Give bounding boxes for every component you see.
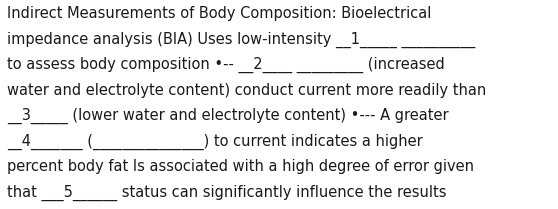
Text: percent body fat Is associated with a high degree of error given: percent body fat Is associated with a hi… [7, 159, 474, 174]
Text: Indirect Measurements of Body Composition: Bioelectrical: Indirect Measurements of Body Compositio… [7, 6, 431, 21]
Text: __3_____ (lower water and electrolyte content) •--- A greater: __3_____ (lower water and electrolyte co… [7, 108, 448, 125]
Text: water and electrolyte content) conduct current more readily than: water and electrolyte content) conduct c… [7, 83, 486, 98]
Text: that ___5______ status can significantly influence the results: that ___5______ status can significantly… [7, 185, 446, 201]
Text: to assess body composition •-- __2____ _________ (increased: to assess body composition •-- __2____ _… [7, 57, 444, 74]
Text: impedance analysis (BIA) Uses low-intensity __1_____ __________: impedance analysis (BIA) Uses low-intens… [7, 32, 475, 48]
Text: __4_______ (_______________) to current indicates a higher: __4_______ (_______________) to current … [7, 134, 422, 150]
